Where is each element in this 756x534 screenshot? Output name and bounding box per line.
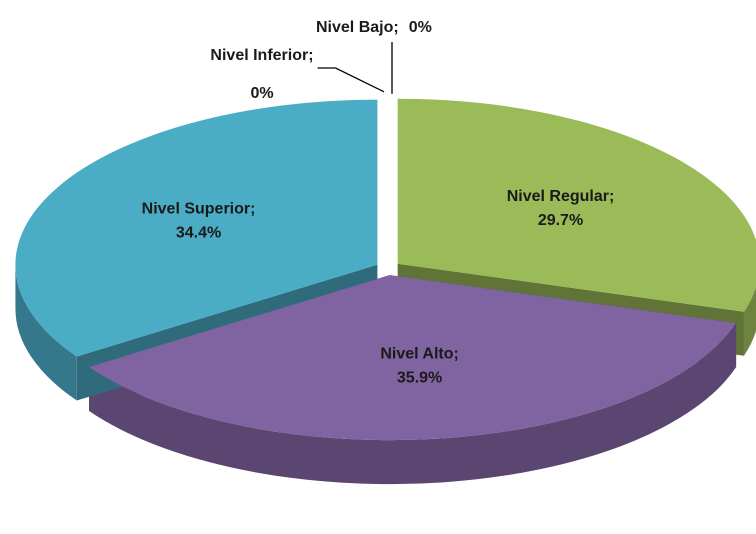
data-label-name: Nivel Inferior; [210,47,313,64]
data-label-value: 35.9% [397,370,442,387]
data-label-value: 0% [250,85,273,102]
leader-line [317,67,385,93]
data-label-name: Nivel Superior; [142,200,256,217]
data-label-name: Nivel Bajo; [316,19,399,36]
slice-side [89,323,737,485]
data-label-name: Nivel Regular; [507,188,615,205]
pie-slice [89,275,737,441]
data-label-value: 0% [409,19,432,36]
pie-tops [15,95,756,441]
slice-side [743,286,756,356]
slice-side [15,264,77,401]
pie-slice [397,98,756,312]
data-label-value: 34.4% [176,224,221,241]
pie-slice [15,99,378,357]
data-labels: Nivel Bajo; 0% Nivel Inferior; 0% Nivel Regu… [142,19,615,387]
data-label-name: Nivel Alto; [380,346,459,363]
data-label-value: 29.7% [538,212,583,229]
